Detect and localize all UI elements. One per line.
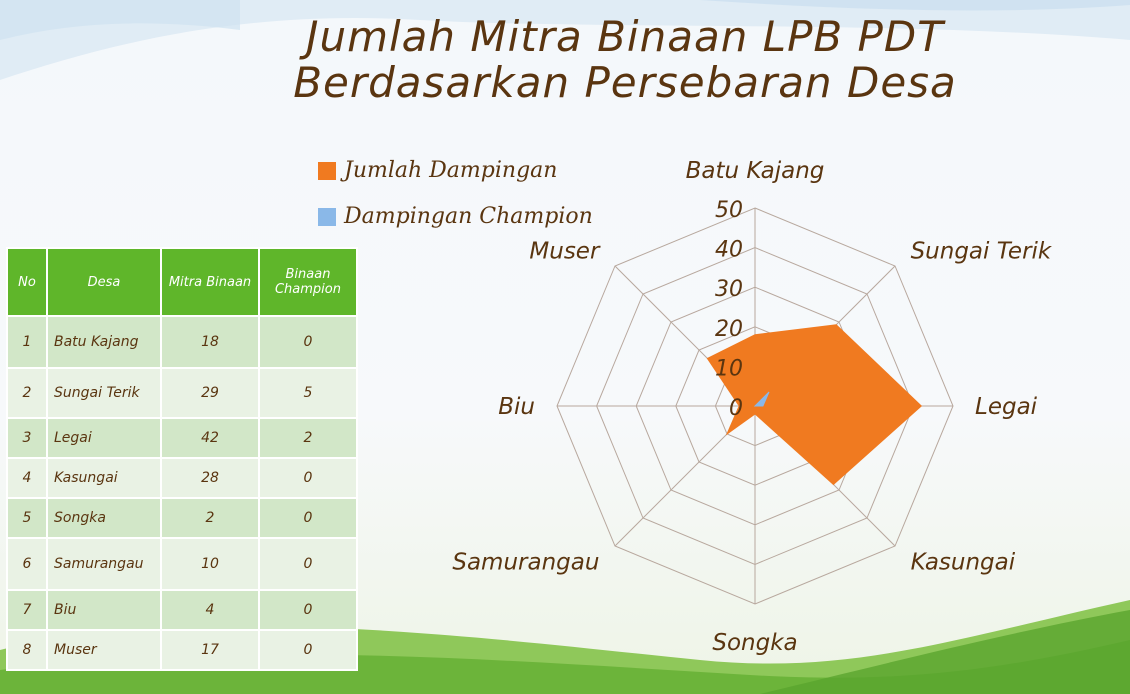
header-no: No [6,247,48,317]
radar-series [706,324,923,486]
table-row: 5 Songka 2 0 [6,497,358,539]
tick-label: 10 [715,356,743,381]
cell-mitra-binaan: 28 [160,457,260,499]
cell-desa: Kasungai [46,457,162,499]
cell-desa: Biu [46,589,162,631]
legend-label-series1: Jumlah Dampingan [344,158,558,183]
tick-label: 30 [715,277,743,302]
cell-desa: Samurangau [46,537,162,591]
cell-mitra-binaan: 42 [160,417,260,459]
category-label: Biu [498,394,535,420]
series-area-2 [753,391,770,407]
tick-label: 20 [715,317,743,342]
cell-desa: Sungai Terik [46,367,162,419]
cell-mitra-binaan: 2 [160,497,260,539]
cell-binaan-champion: 2 [258,417,358,459]
cell-binaan-champion: 0 [258,457,358,499]
category-label: Muser [529,238,601,264]
table-row: 2 Sungai Terik 29 5 [6,367,358,419]
legend-swatch-blue [318,208,336,226]
table-row: 3 Legai 42 2 [6,417,358,459]
category-label: Samurangau [452,550,599,576]
table-row: 8 Muser 17 0 [6,629,358,671]
category-label: Legai [975,394,1038,420]
cell-desa: Muser [46,629,162,671]
category-label: Batu Kajang [686,158,825,184]
cell-mitra-binaan: 4 [160,589,260,631]
category-label: Songka [712,630,797,656]
data-table: No Desa Mitra Binaan Binaan Champion 1 Ba… [6,247,358,671]
cell-mitra-binaan: 18 [160,315,260,369]
cell-binaan-champion: 0 [258,537,358,591]
table-header-row: No Desa Mitra Binaan Binaan Champion [6,247,358,317]
tick-label: 0 [729,396,743,421]
cell-desa: Legai [46,417,162,459]
title-line-2: Berdasarkan Persebaran Desa [293,58,957,107]
title-line-1: Jumlah Mitra Binaan LPB PDT [306,12,944,61]
legend-item-series1: Jumlah Dampingan [318,158,557,183]
cell-binaan-champion: 0 [258,315,358,369]
cell-no: 5 [6,497,48,539]
cell-mitra-binaan: 17 [160,629,260,671]
cell-no: 4 [6,457,48,499]
header-mitra-binaan: Mitra Binaan [160,247,260,317]
cell-desa: Songka [46,497,162,539]
cell-no: 8 [6,629,48,671]
table-row: 4 Kasungai 28 0 [6,457,358,499]
radar-category-labels: Batu Kajang Sungai Terik Legai Kasungai Song… [452,158,1053,656]
cell-binaan-champion: 5 [258,367,358,419]
page-title: Jumlah Mitra Binaan LPB PDT Berdasarkan … [195,14,1055,106]
cell-no: 2 [6,367,48,419]
cell-no: 3 [6,417,48,459]
cell-no: 6 [6,537,48,591]
cell-mitra-binaan: 10 [160,537,260,591]
category-label: Kasungai [911,550,1016,576]
cell-desa: Batu Kajang [46,315,162,369]
radar-tick-labels: 0 10 20 30 40 50 [715,198,743,421]
cell-binaan-champion: 0 [258,629,358,671]
table-row: 1 Batu Kajang 18 0 [6,315,358,369]
series-area-1 [706,324,923,486]
cell-binaan-champion: 0 [258,589,358,631]
cell-no: 1 [6,315,48,369]
tick-label: 40 [715,238,743,263]
legend-label-series2: Dampingan Champion [344,204,593,229]
table-row: 6 Samurangau 10 0 [6,537,358,591]
cell-mitra-binaan: 29 [160,367,260,419]
cell-no: 7 [6,589,48,631]
legend-item-series2: Dampingan Champion [318,204,593,229]
header-binaan-champion: Binaan Champion [258,247,358,317]
category-label: Sungai Terik [911,238,1053,264]
cell-binaan-champion: 0 [258,497,358,539]
table-row: 7 Biu 4 0 [6,589,358,631]
header-desa: Desa [46,247,162,317]
tick-label: 50 [715,198,743,223]
legend-swatch-orange [318,162,336,180]
